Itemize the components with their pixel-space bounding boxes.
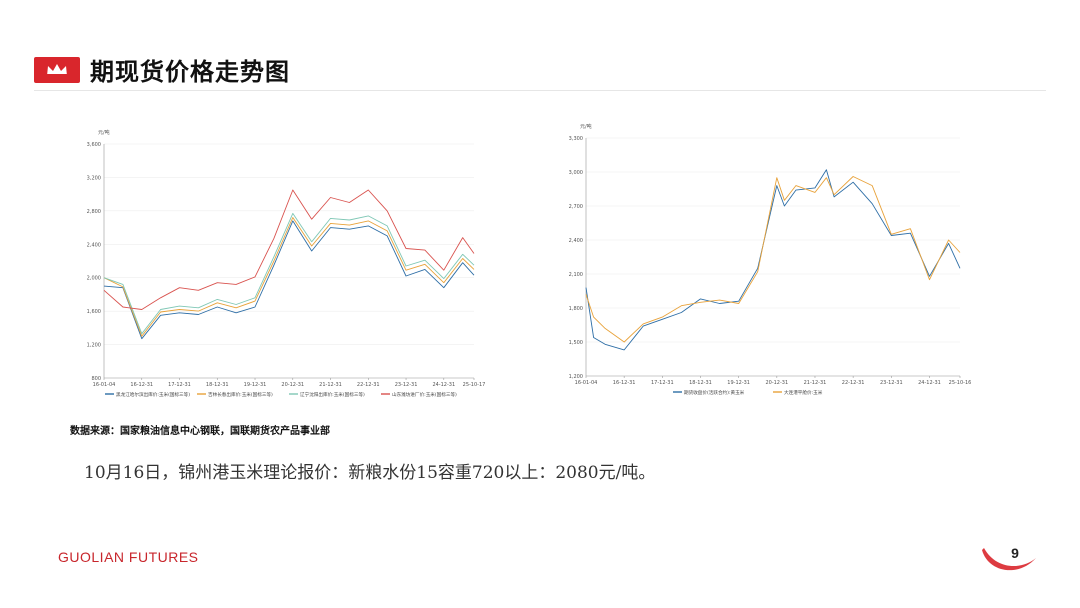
x-tick-label: 20-12-31: [281, 382, 304, 388]
legend-label-3: 辽宁沈阳出库价:玉米(国标三等): [300, 391, 365, 398]
y-tick-label: 2,000: [87, 276, 101, 282]
x-tick-label: 18-12-31: [689, 380, 712, 386]
series-line-3: [103, 212, 475, 335]
series-line-4: [103, 189, 475, 310]
page-title: 期现货价格走势图: [90, 58, 290, 86]
y-tick-label: 3,000: [569, 170, 583, 176]
y-tick-label: 2,400: [87, 242, 101, 248]
x-tick-label: 22-12-31: [357, 382, 380, 388]
x-tick-label: 22-12-31: [842, 380, 865, 386]
series-line-1: [585, 169, 961, 351]
unit-label: 元/吨: [98, 129, 110, 136]
x-tick-label: 16-12-31: [613, 380, 636, 386]
chart-corn-spot-prices: 元/吨 800 1,200 1,600 2,000 2,400 2,800 3,200 3,60…: [87, 129, 486, 398]
x-tick-label: 25-10-17: [463, 382, 486, 388]
y-tick-label: 1,200: [87, 343, 101, 349]
x-tick-label: 23-12-31: [395, 382, 418, 388]
y-tick-label: 2,100: [569, 272, 583, 278]
legend-label-1: 黑龙江哈尔滨出库价:玉米(国标三等): [116, 391, 190, 398]
legend-label-2: 大连港平舱价:玉米: [784, 389, 823, 396]
x-tick-label: 17-12-31: [651, 380, 674, 386]
y-tick-label: 3,300: [569, 136, 583, 142]
y-tick-label: 1,200: [569, 374, 583, 380]
x-tick-label: 17-12-31: [168, 382, 191, 388]
x-tick-label: 21-12-31: [319, 382, 342, 388]
corner-swoosh-icon: [982, 548, 1036, 571]
legend-label-1: 期货收盘价(活跃合约):黄玉米: [684, 389, 745, 396]
price-note: 10月16日，锦州港玉米理论报价：新粮水份15容重720以上：2080元/吨。: [84, 463, 656, 483]
y-tick-label: 1,800: [569, 306, 583, 312]
legend-label-2: 吉林长春出库价:玉米(国标三等): [208, 391, 273, 398]
series-line-1: [103, 220, 475, 340]
y-tick-label: 1,600: [87, 309, 101, 315]
x-tick-label: 18-12-31: [206, 382, 229, 388]
x-tick-label: 24-12-31: [918, 380, 941, 386]
x-tick-label: 21-12-31: [804, 380, 827, 386]
y-tick-label: 3,600: [87, 142, 101, 148]
y-tick-label: 2,800: [87, 209, 101, 215]
title-divider: [34, 90, 1046, 91]
x-tick-label: 24-12-31: [432, 382, 455, 388]
series-line-2: [585, 176, 961, 343]
x-tick-label: 16-12-31: [130, 382, 153, 388]
x-tick-label: 23-12-31: [880, 380, 903, 386]
x-tick-label: 16-01-04: [93, 382, 116, 388]
x-tick-label: 19-12-31: [244, 382, 267, 388]
x-tick-label: 20-12-31: [765, 380, 788, 386]
series-line-2: [103, 217, 475, 337]
title-bar: 期现货价格走势图: [34, 52, 290, 87]
x-tick-label: 19-12-31: [727, 380, 750, 386]
x-tick-label: 16-01-04: [575, 380, 598, 386]
legend-label-4: 山东潍坊进厂价:玉米(国标三等): [392, 391, 457, 398]
y-tick-label: 3,200: [87, 175, 101, 181]
source-note: 数据来源：国家粮油信息中心钢联，国联期货农产品事业部: [70, 426, 330, 437]
x-tick-label: 25-10-16: [949, 380, 972, 386]
y-tick-label: 800: [91, 376, 101, 382]
crown-icon: [34, 56, 80, 83]
page-number: 9: [1011, 545, 1019, 561]
chart-futures-vs-port-prices: 元/吨 1,200 1,500 1,800 2,100 2,400 2,700 3,000 3,…: [569, 123, 972, 396]
y-tick-label: 2,700: [569, 204, 583, 210]
y-tick-label: 1,500: [569, 340, 583, 346]
unit-label: 元/吨: [580, 123, 592, 130]
brand-logo-text: GUOLIAN FUTURES: [58, 549, 199, 565]
y-tick-label: 2,400: [569, 238, 583, 244]
